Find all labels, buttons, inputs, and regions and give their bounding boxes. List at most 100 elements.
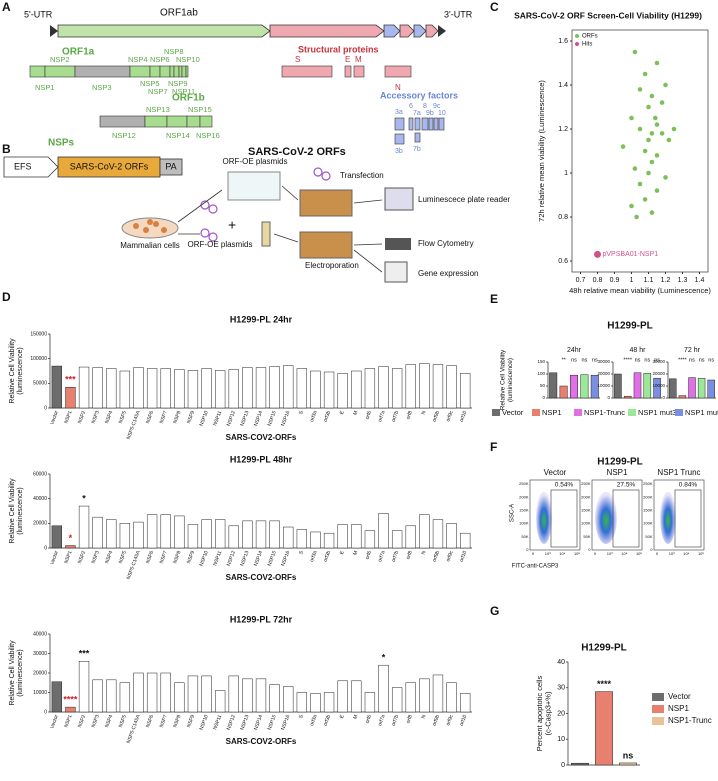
gene-label: 3a: [395, 109, 403, 116]
x-tick-label: N: [421, 410, 428, 416]
y-tick-label: 10000: [597, 383, 610, 388]
panel-letter: A: [2, 0, 11, 14]
bar: [215, 370, 226, 409]
bar: [255, 678, 267, 713]
legend-label: Vector: [502, 408, 524, 417]
f-ytick: 200K: [643, 494, 653, 499]
orf1b-label: ORF1b: [172, 93, 205, 104]
x-tick-label: NSP12: [226, 550, 237, 567]
y-tick-label: 0: [607, 395, 610, 400]
x-tick-label: orf7a: [377, 714, 387, 727]
legend-swatch: [652, 693, 664, 701]
point: [649, 210, 655, 215]
bar: [106, 679, 117, 713]
bar: [669, 378, 677, 399]
bar: [51, 525, 62, 549]
nsp-label: NSP9: [168, 79, 188, 88]
x-tick-label: NSP5-C145A: [126, 549, 142, 580]
plot-frame: [571, 29, 709, 273]
point: [594, 250, 601, 258]
bar: [391, 530, 403, 549]
annotation: ns: [571, 357, 577, 363]
gene-label: N: [395, 83, 401, 92]
y-tick-label: 60000: [33, 471, 47, 477]
f-xtick: 10³: [669, 551, 675, 556]
x-tick-label: NSP12: [226, 410, 237, 427]
point: [649, 159, 655, 165]
f-ytick: 100K: [581, 521, 591, 526]
plasmids-top: ORF-OE plasmids: [223, 157, 288, 166]
orf1a-label: ORF1a: [62, 47, 95, 58]
bar: [146, 514, 158, 549]
x-tick-label: NSP10: [199, 714, 210, 731]
x-tick-label: 0.9: [610, 277, 620, 284]
f-ytick: 250K: [519, 481, 529, 486]
bar: [92, 367, 103, 409]
panel-a: 5'-UTR ORF1ab 3'-UTR ORF1a NSP1 NSP2 NSP…: [24, 8, 473, 158]
f-title: H1299-PL: [597, 457, 643, 468]
bar: [65, 706, 76, 713]
chart-title: H1299-PL 48hr: [230, 454, 293, 464]
bar: [242, 678, 253, 713]
bar: [323, 692, 335, 713]
x-tick-label: M: [352, 410, 359, 416]
x-tick-label: orf9b: [432, 714, 442, 727]
legend-label: NSP1: [668, 704, 689, 713]
bar: [160, 368, 171, 409]
annotation: ns: [644, 357, 650, 363]
x-tick-label: E: [339, 409, 346, 415]
x-tick-label: NSP7: [159, 410, 169, 425]
flow: Flow Cytometry: [418, 239, 474, 248]
chart-title: H1299-PL 24hr: [230, 314, 293, 324]
f-panel-name: NSP1 Trunc: [657, 468, 700, 477]
transfection: Transfection: [340, 171, 384, 180]
cells: [133, 219, 167, 233]
y-tick-label: 1: [564, 170, 568, 177]
bar: [119, 370, 131, 409]
y-tick-label: 30: [557, 685, 565, 692]
x-tick-label: NSP15: [267, 714, 278, 731]
y-tick-label: 0.6: [558, 258, 568, 265]
accessory-items: 3a 3b 6 7a 7b 8 9b 9c 10: [395, 103, 446, 155]
y-tick-label: 20000: [33, 521, 47, 527]
bar: [78, 661, 90, 713]
x-tick-label: orf3a: [309, 714, 319, 727]
x-axis-label: SARS-COV2-ORFs: [226, 737, 297, 746]
legend-label: NSP1-Trunc: [584, 408, 625, 417]
panel-letter: B: [2, 142, 11, 156]
gene-label: 9c: [433, 103, 441, 110]
bar: [678, 395, 687, 399]
f-xlabel: FITC-anti-CASP3: [512, 564, 559, 570]
x-tick-label: orf9c: [445, 714, 455, 727]
legend-label: NSP1 mut3: [638, 408, 676, 417]
panel-letter: F: [490, 440, 497, 454]
f-ytick: 250K: [581, 481, 591, 486]
f-ytick: 0: [650, 547, 653, 552]
y-tick-label: 20000: [33, 670, 47, 676]
f-gate: [612, 489, 640, 548]
x-tick-label: NSP5: [118, 714, 128, 729]
panel-letter: E: [490, 292, 498, 306]
f-xtick: 10⁴: [683, 551, 689, 556]
x-tick-label: NSP8: [172, 550, 182, 565]
point: [663, 82, 668, 88]
x-tick-label: orf3a: [309, 410, 319, 423]
utr5: 5'-UTR: [24, 9, 53, 19]
f-xtick: 10⁴: [559, 551, 565, 556]
bar: [688, 377, 696, 399]
x-tick-label: NSP5: [118, 550, 128, 565]
electroporation: Electroporation: [305, 261, 359, 270]
panel-title: 24hr: [567, 347, 582, 354]
legend-label: ORFs: [582, 34, 598, 40]
annotation: ns: [699, 357, 705, 363]
gene-label: E: [345, 55, 350, 64]
x-axis-label: SARS-COV2-ORFs: [226, 573, 297, 582]
bar: [174, 682, 185, 713]
orf1ab: ORF1ab: [160, 8, 198, 19]
bar: [187, 675, 199, 713]
x-tick-label: NSP13: [239, 550, 250, 567]
point: [654, 153, 660, 158]
annotation: ns: [654, 357, 660, 363]
bar: [446, 523, 457, 549]
y-axis-label: Relative Cell Viability: [9, 338, 16, 404]
